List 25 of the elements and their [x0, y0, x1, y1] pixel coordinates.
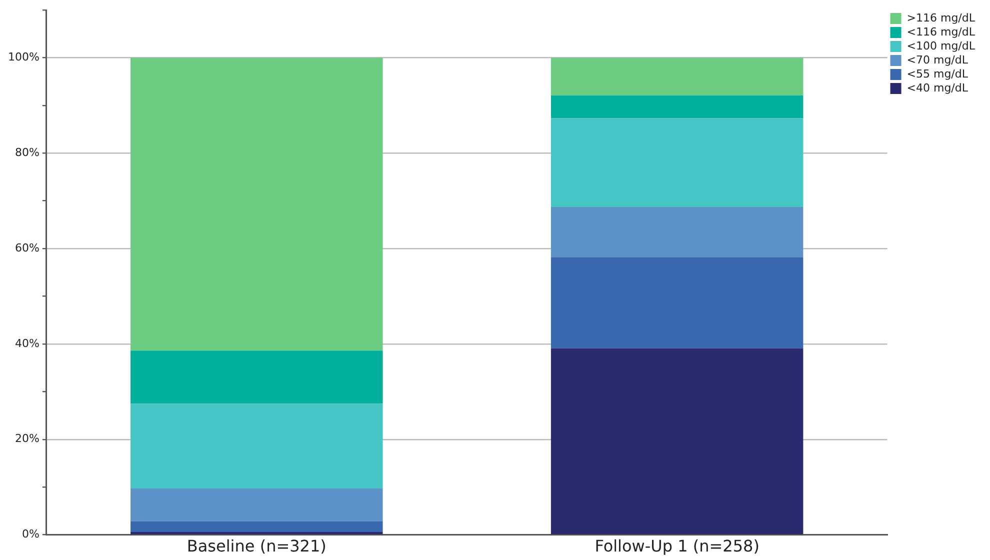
legend-label: <55 mg/dL — [906, 67, 969, 80]
bar — [550, 118, 804, 208]
bar — [550, 207, 804, 258]
bar — [130, 350, 383, 404]
x-tick-label: Baseline (n=321) — [186, 536, 326, 556]
bar — [130, 521, 383, 532]
y-tick-label: 60% — [14, 241, 40, 254]
y-tick-label: 20% — [14, 432, 40, 446]
y-tick-label: 40% — [14, 336, 40, 350]
bar — [550, 95, 804, 118]
bar — [130, 404, 383, 489]
legend-label: >116 mg/dL — [906, 11, 976, 24]
legend-label: <116 mg/dL — [906, 25, 976, 38]
bar — [550, 58, 804, 96]
bar — [550, 348, 804, 534]
bar — [130, 58, 383, 351]
y-tick-label: 0% — [22, 528, 40, 541]
bar — [550, 257, 804, 348]
legend-label: <40 mg/dL — [906, 81, 969, 94]
legend-label: <100 mg/dL — [906, 39, 976, 52]
bar — [130, 488, 383, 522]
legend-label: <70 mg/dL — [906, 53, 969, 66]
y-tick-label: 80% — [14, 146, 40, 159]
y-tick-label: 100% — [8, 50, 40, 64]
x-tick-label: Follow-Up 1 (n=258) — [594, 536, 760, 556]
